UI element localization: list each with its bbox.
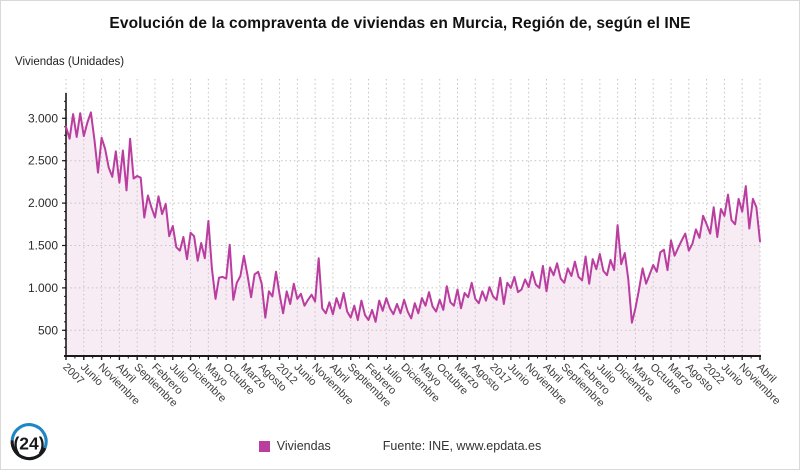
- source-text: Fuente: INE, www.epdata.es: [382, 439, 542, 453]
- y-axis-title: Viviendas (Unidades): [15, 56, 125, 68]
- area-fill: [66, 112, 760, 357]
- y-tick-label: 2.000: [28, 196, 58, 210]
- viviendas-line: [65, 111, 761, 324]
- y-tick-label: 3.000: [28, 111, 58, 125]
- epdata-24-logo: (24): [10, 423, 48, 461]
- legend-item-viviendas: Viviendas: [258, 439, 331, 453]
- logo-blue-arc: [10, 423, 48, 449]
- logo-text: (24): [13, 434, 44, 454]
- logo-dark-arc: [10, 440, 47, 461]
- y-tick-label: 1.500: [28, 239, 58, 253]
- y-tick-label: 500: [38, 323, 58, 337]
- y-tick-label: 2.500: [28, 154, 58, 168]
- chart-footer: Viviendas Fuente: INE, www.epdata.es: [1, 439, 799, 453]
- legend-swatch: [258, 440, 270, 452]
- y-tick-label: 1.000: [28, 281, 58, 295]
- line-chart-plot: 5001.0001.5002.0002.5003.0002007JunioNov…: [28, 79, 783, 410]
- chart-title: Evolución de la compraventa de viviendas…: [109, 15, 691, 32]
- legend-label: Viviendas: [276, 439, 331, 453]
